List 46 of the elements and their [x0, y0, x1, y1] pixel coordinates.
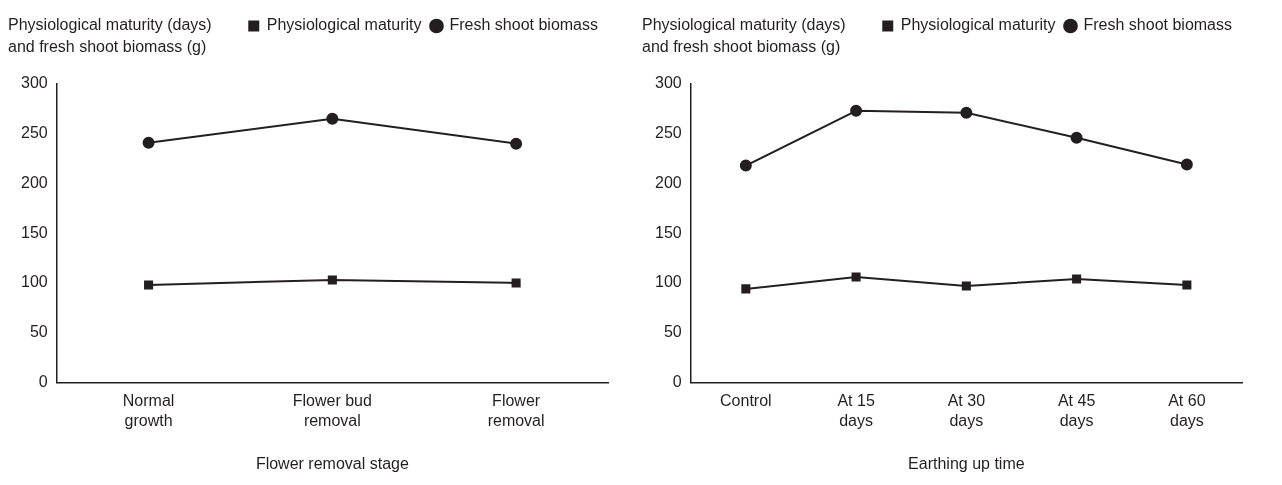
legend-label: Physiological maturity	[266, 16, 422, 34]
y-tick-label: 100	[654, 273, 682, 291]
legend-label: Fresh shoot biomass	[449, 16, 599, 34]
point	[327, 275, 337, 285]
x-tick-label: Flower removal	[487, 392, 545, 429]
x-tick-label: At 30 days	[947, 392, 986, 429]
point	[960, 106, 973, 119]
y-tick-label: 150	[20, 223, 48, 241]
y-tick-label: 200	[654, 173, 682, 191]
point	[850, 104, 863, 117]
x-axis-title: Earthing up time	[908, 454, 1025, 472]
x-tick-label: Normal growth	[122, 392, 175, 429]
y-tick-label: 150	[654, 223, 682, 241]
point	[1070, 131, 1083, 144]
legend-label: Physiological maturity	[900, 16, 1056, 34]
x-axis-title: Flower removal stage	[255, 454, 409, 472]
x-tick-label: At 60 days	[1168, 392, 1206, 429]
y-tick-label: 300	[654, 74, 682, 92]
y-axis-title: Physiological maturity (days) and fresh shoot biomass (g)	[8, 15, 213, 57]
point	[142, 136, 155, 149]
point	[511, 278, 521, 288]
point	[144, 280, 154, 290]
y-tick-label: 50	[663, 323, 682, 341]
y-tick-label: 250	[654, 124, 682, 142]
point	[510, 137, 523, 150]
point	[1180, 158, 1193, 171]
point	[1072, 274, 1082, 284]
x-tick-label: Flower bud removal	[292, 392, 372, 429]
point	[739, 159, 752, 172]
y-tick-label: 100	[20, 273, 48, 291]
point	[741, 284, 751, 294]
y-tick-label: 300	[20, 74, 48, 92]
y-tick-label: 250	[20, 124, 48, 142]
point	[1182, 280, 1192, 290]
y-axis-title: Physiological maturity (days) and fresh shoot biomass (g)	[642, 15, 847, 57]
x-tick-label: At 45 days	[1057, 392, 1096, 429]
point	[326, 112, 339, 125]
y-tick-label: 50	[29, 323, 48, 341]
y-tick-label: 0	[38, 372, 48, 390]
x-tick-label: At 15 days	[837, 392, 875, 429]
y-tick-label: 200	[20, 173, 48, 191]
x-tick-label: Control	[720, 392, 772, 410]
point	[851, 272, 861, 282]
point	[961, 281, 971, 291]
legend-label: Fresh shoot biomass	[1083, 16, 1233, 34]
y-tick-label: 0	[672, 372, 682, 390]
